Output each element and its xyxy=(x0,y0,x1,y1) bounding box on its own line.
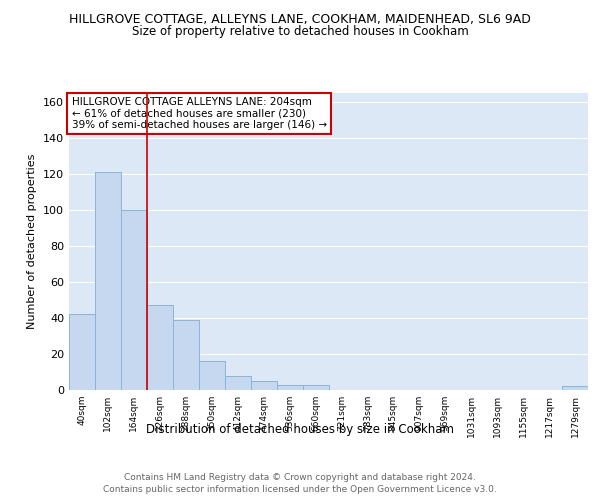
Bar xyxy=(562,386,588,390)
Bar xyxy=(95,172,121,390)
Bar xyxy=(173,320,199,390)
Bar xyxy=(277,384,302,390)
Bar xyxy=(147,306,173,390)
Text: Size of property relative to detached houses in Cookham: Size of property relative to detached ho… xyxy=(131,25,469,38)
Y-axis label: Number of detached properties: Number of detached properties xyxy=(28,154,37,329)
Text: Contains public sector information licensed under the Open Government Licence v3: Contains public sector information licen… xyxy=(103,485,497,494)
Text: Distribution of detached houses by size in Cookham: Distribution of detached houses by size … xyxy=(146,422,454,436)
Bar xyxy=(69,314,95,390)
Text: Contains HM Land Registry data © Crown copyright and database right 2024.: Contains HM Land Registry data © Crown c… xyxy=(124,472,476,482)
Bar xyxy=(225,376,251,390)
Text: HILLGROVE COTTAGE ALLEYNS LANE: 204sqm
← 61% of detached houses are smaller (230: HILLGROVE COTTAGE ALLEYNS LANE: 204sqm ←… xyxy=(71,97,327,130)
Bar xyxy=(302,384,329,390)
Bar xyxy=(251,381,277,390)
Bar xyxy=(121,210,147,390)
Text: HILLGROVE COTTAGE, ALLEYNS LANE, COOKHAM, MAIDENHEAD, SL6 9AD: HILLGROVE COTTAGE, ALLEYNS LANE, COOKHAM… xyxy=(69,12,531,26)
Bar xyxy=(199,361,224,390)
